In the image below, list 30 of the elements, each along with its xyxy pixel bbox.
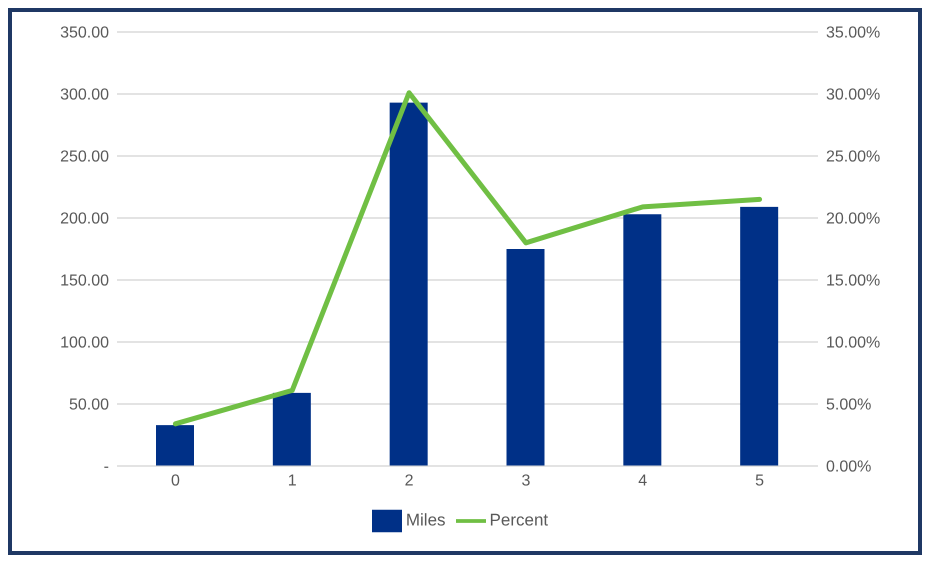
y2-tick-label: 25.00%: [826, 148, 880, 166]
y-tick-label: -: [104, 458, 109, 476]
y2-tick-label: 20.00%: [826, 210, 880, 228]
x-tick-label: 0: [170, 472, 180, 490]
x-tick-label: 3: [521, 472, 530, 490]
legend-label: Percent: [490, 510, 548, 530]
x-tick-label: 1: [288, 472, 297, 490]
y-tick-label: 50.00: [68, 396, 110, 414]
bar: [623, 214, 662, 466]
y-tick-label: 200.00: [60, 210, 110, 228]
x-tick-label: 4: [638, 472, 648, 490]
y2-tick-label: 0.00%: [826, 458, 872, 476]
y-tick-label: 300.00: [60, 86, 110, 104]
y2-tick-label: 30.00%: [826, 86, 880, 104]
y2-tick-label: 35.00%: [826, 24, 880, 42]
bar: [506, 249, 544, 466]
y-tick-label: 250.00: [60, 148, 110, 166]
x-tick-label: 2: [404, 472, 414, 490]
y2-tick-label: 10.00%: [826, 334, 880, 352]
bar: [272, 392, 311, 466]
y2-tick-label: 15.00%: [826, 272, 880, 290]
y-tick-label: 150.00: [60, 272, 110, 290]
y-tick-label: 350.00: [60, 24, 110, 42]
bar: [390, 102, 428, 466]
bar: [156, 425, 194, 466]
x-tick-label: 5: [755, 472, 764, 490]
y-tick-label: 100.00: [60, 334, 110, 352]
bar: [740, 206, 778, 466]
y2-tick-label: 5.00%: [826, 396, 872, 414]
legend-label: Miles: [406, 510, 446, 530]
